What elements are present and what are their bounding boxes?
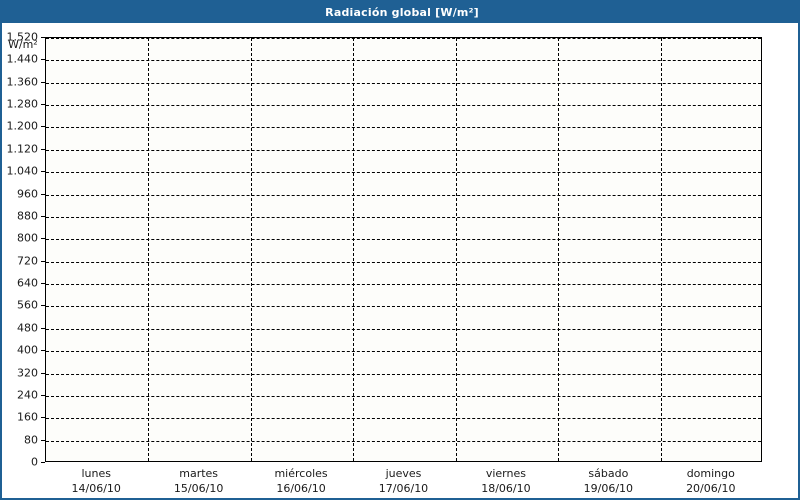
plot-area [45, 37, 762, 462]
y-axis-tick-label: 560 [17, 298, 38, 312]
horizontal-gridline [46, 149, 761, 151]
y-axis-tick-label: 1.120 [6, 142, 39, 156]
horizontal-gridline [46, 418, 761, 420]
horizontal-gridline [46, 127, 761, 129]
y-axis-tick-label: 480 [17, 321, 38, 335]
y-axis-tick-label: 1.040 [6, 164, 39, 178]
x-axis-day-label: lunes 14/06/10 [45, 466, 147, 496]
x-axis-day-label: domingo 20/06/10 [660, 466, 762, 496]
y-axis-tick-label: 400 [17, 343, 38, 357]
vertical-gridline [558, 38, 560, 461]
y-axis-tick [41, 215, 45, 217]
y-axis-tick [41, 417, 45, 419]
horizontal-gridline [46, 82, 761, 84]
y-axis-tick-label: 80 [24, 433, 38, 447]
y-axis-tick [41, 104, 45, 106]
y-axis-tick [41, 327, 45, 329]
y-axis-tick [41, 193, 45, 195]
x-axis-day-date: 19/06/10 [583, 482, 634, 495]
y-axis-tick [41, 350, 45, 352]
x-axis-day-name: domingo [686, 467, 735, 480]
y-axis-tick-label: 800 [17, 231, 38, 245]
x-axis-day-date: 15/06/10 [173, 482, 224, 495]
y-axis-labels: 1.520 1.440 1.360 1.280 1.200 1.120 1.040 960 88… [2, 2, 45, 498]
x-axis-day-label: sábado 19/06/10 [557, 466, 659, 496]
chart-title-bar: Radiación global [W/m²] [2, 2, 798, 23]
horizontal-gridline [46, 306, 761, 308]
x-axis-day-label: martes 15/06/10 [147, 466, 249, 496]
x-axis-day-name: sábado [588, 467, 629, 480]
page-title: Radiación global [W/m²] [325, 6, 479, 19]
y-axis-tick-label: 960 [17, 187, 38, 201]
y-axis-tick-label: 240 [17, 388, 38, 402]
y-axis-tick-label: 640 [17, 276, 38, 290]
y-axis-tick [41, 59, 45, 61]
y-axis-tick-label: 1.280 [6, 97, 39, 111]
y-axis-tick [41, 462, 45, 463]
x-axis-day-name: jueves [385, 467, 422, 480]
x-axis-day-label: miércoles 16/06/10 [250, 466, 352, 496]
vertical-gridline [148, 38, 150, 461]
x-axis-day-name: lunes [81, 467, 111, 480]
y-axis-tick-label: 1.360 [6, 75, 39, 89]
y-axis-tick [41, 126, 45, 128]
y-axis-tick [41, 37, 45, 38]
y-axis-tick [41, 372, 45, 374]
y-axis-tick-label: 320 [17, 366, 38, 380]
vertical-gridline [455, 38, 457, 461]
y-axis-tick [41, 148, 45, 150]
horizontal-gridline [46, 261, 761, 263]
x-axis-day-name: viernes [485, 467, 526, 480]
y-axis-tick-label: 1.520 [6, 30, 39, 44]
vertical-gridline [353, 38, 355, 461]
y-axis-tick [41, 439, 45, 441]
vertical-gridline [660, 38, 662, 461]
horizontal-gridline [46, 239, 761, 241]
horizontal-gridline [46, 373, 761, 375]
x-axis-day-name: miércoles [274, 467, 328, 480]
x-axis-day-date: 16/06/10 [276, 482, 326, 495]
horizontal-gridline [46, 440, 761, 442]
y-axis-tick [41, 260, 45, 262]
horizontal-gridline [46, 216, 761, 218]
x-axis-day-label: viernes 18/06/10 [455, 466, 557, 496]
y-axis-unit-label: W/m² [8, 38, 38, 51]
x-axis-day-date: 18/06/10 [481, 482, 531, 495]
y-axis-tick [41, 305, 45, 307]
y-axis-tick [41, 238, 45, 240]
y-axis-tick [41, 283, 45, 285]
y-axis-tick [41, 171, 45, 173]
y-axis-tick-label: 1.440 [6, 52, 39, 66]
x-axis-day-date: 14/06/10 [71, 482, 121, 495]
horizontal-gridline [46, 194, 761, 196]
x-axis-day-name: martes [179, 467, 219, 480]
y-axis-tick-label: 160 [17, 410, 38, 424]
y-axis-tick-label: 1.200 [6, 119, 39, 133]
horizontal-gridline [46, 328, 761, 330]
horizontal-gridline [46, 172, 761, 174]
x-axis-labels: lunes 14/06/10 martes 15/06/10 miércoles 16/0… [45, 466, 762, 498]
horizontal-gridline [46, 284, 761, 286]
x-axis-day-label: jueves 17/06/10 [352, 466, 454, 496]
horizontal-gridline [46, 38, 761, 39]
y-axis-tick [41, 394, 45, 396]
y-axis-tick [41, 81, 45, 83]
horizontal-gridline [46, 395, 761, 397]
x-axis-day-date: 20/06/10 [686, 482, 736, 495]
horizontal-gridline [46, 105, 761, 107]
horizontal-gridline [46, 60, 761, 62]
y-axis-tick-label: 720 [17, 254, 38, 268]
horizontal-gridline [46, 351, 761, 353]
x-axis-day-date: 17/06/10 [378, 482, 429, 495]
vertical-gridline [250, 38, 252, 461]
y-axis-tick-label: 880 [17, 209, 38, 223]
y-axis-tick-label: 0 [31, 455, 38, 469]
